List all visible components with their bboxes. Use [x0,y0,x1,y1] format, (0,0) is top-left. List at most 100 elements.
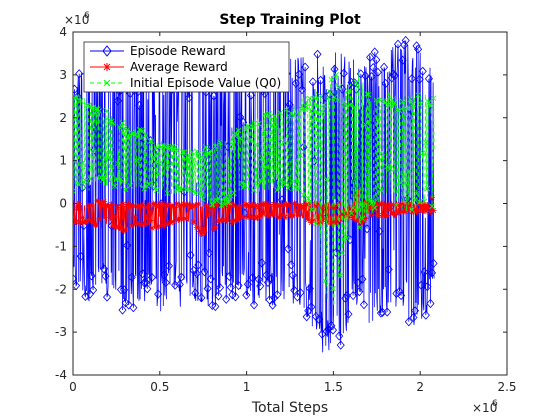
data-point [412,204,419,211]
data-point [107,214,114,221]
data-point [254,215,261,222]
data-point [358,274,367,284]
data-point [75,69,84,79]
data-point [204,212,211,219]
data-point [122,186,129,193]
x-multiplier-base: ×10 [472,401,497,415]
data-point [280,201,287,208]
data-point [125,200,132,207]
data-point [100,198,107,205]
data-point [246,202,253,209]
data-point [138,269,147,279]
data-point [333,220,340,227]
data-point [96,215,103,222]
data-point [341,100,347,106]
data-point [390,70,399,81]
y-tick-label: -2 [55,282,67,296]
data-point [347,102,353,109]
legend-entry-episode-reward: Episode Reward [90,44,226,58]
data-point [294,178,301,185]
data-point [90,104,96,111]
data-point [217,217,224,224]
data-point [350,205,356,211]
data-point [372,55,381,65]
data-point [354,206,361,213]
data-point [427,103,434,109]
data-point [251,214,258,221]
data-point [268,300,277,310]
data-point [175,279,184,290]
data-point [212,143,219,150]
data-point [322,278,329,284]
data-point [213,201,220,208]
data-point [153,187,160,194]
data-point [305,216,312,223]
data-point [356,224,363,231]
data-point [401,35,410,46]
data-point [305,283,314,294]
data-point [297,202,304,209]
data-point [415,92,421,98]
data-point [290,285,299,295]
data-point [186,250,195,260]
data-point [129,302,138,313]
data-point [189,149,195,156]
data-point [204,150,211,157]
x-tick-label: 0 [69,380,77,394]
data-point [382,213,389,220]
data-point [404,317,413,327]
data-point [153,203,160,210]
data-point [311,94,318,101]
data-point [217,139,223,146]
data-point [327,89,333,95]
data-point [257,177,264,183]
data-point [104,107,110,114]
data-point [289,178,296,185]
data-point [123,240,132,250]
data-point [164,261,173,271]
data-point [277,110,284,116]
data-point [387,206,394,213]
data-point [224,199,231,206]
data-point [240,213,247,220]
data-point [359,300,368,310]
data-point [418,101,424,108]
y-tick-label: -4 [55,368,67,382]
data-point [375,116,381,122]
data-point [413,191,420,197]
y-multiplier-base: ×10 [64,13,89,27]
data-point [375,226,384,236]
y-axis-multiplier: ×10 6 [64,11,90,27]
data-point [300,205,307,212]
data-point [187,154,194,161]
data-point [303,201,310,208]
data-point [398,180,404,186]
data-point [203,144,209,150]
data-point [235,216,242,223]
data-point [156,160,163,167]
data-point [286,113,293,120]
data-point [104,202,111,209]
data-point [87,176,93,182]
axis-ticks: 0 0.5 1 1.5 2 2.5 -4 -3 -2 -1 0 1 2 3 4 [55,25,517,394]
series-2 [73,72,437,307]
data-point [396,209,403,216]
y-tick-label: -1 [55,239,67,253]
data-point [162,202,169,209]
data-point [345,214,352,221]
data-point [317,219,324,226]
data-point [180,149,186,155]
data-point [250,300,259,310]
data-point [306,200,313,207]
data-point [79,160,86,166]
data-point [133,220,140,227]
data-point [373,67,382,77]
data-point [262,111,268,117]
data-point [409,207,415,213]
data-point [391,212,398,219]
data-point [150,154,157,160]
data-point [113,176,120,182]
data-point [226,199,233,206]
data-point [330,285,336,292]
data-point [140,277,149,288]
